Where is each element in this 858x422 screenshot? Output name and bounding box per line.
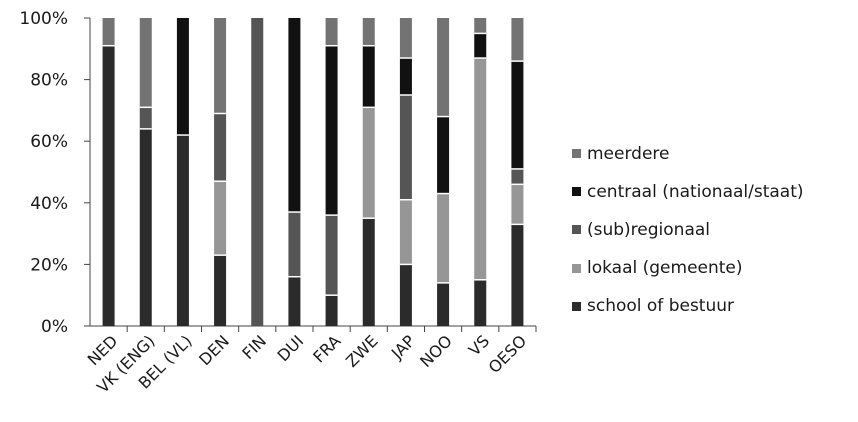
legend-label: centraal (nationaal/staat) xyxy=(587,181,804,202)
legend-item-lokaal: lokaal (gemeente) xyxy=(572,257,804,280)
legend-item-subregionaal: (sub)regionaal xyxy=(572,218,804,241)
bar-segment xyxy=(362,218,375,326)
y-tick-label: 60% xyxy=(30,132,68,152)
y-tick-label: 20% xyxy=(30,255,68,275)
x-tick-label: NOO xyxy=(416,331,456,371)
bar-segment xyxy=(176,135,189,326)
bar-segment xyxy=(399,95,412,200)
bar-segment xyxy=(399,199,412,265)
x-tick-label: VS xyxy=(465,331,493,359)
legend: meerdere centraal (nationaal/staat) (sub… xyxy=(572,142,804,333)
legend-swatch xyxy=(572,225,581,235)
bar-segment xyxy=(399,18,412,59)
x-tick-label: DEN xyxy=(195,331,233,369)
bar-segment xyxy=(437,18,450,117)
y-tick-label: 80% xyxy=(30,71,68,91)
legend-item-centraal: centraal (nationaal/staat) xyxy=(572,180,804,203)
bar-segment xyxy=(139,128,152,326)
bar-segment xyxy=(474,33,487,59)
bar-segment xyxy=(288,212,301,277)
bar-segment xyxy=(362,45,375,108)
bar-segment xyxy=(511,18,524,62)
bar-segment xyxy=(214,113,227,182)
bar-segment xyxy=(511,168,524,185)
bar-segment xyxy=(437,282,450,326)
legend-swatch xyxy=(572,149,581,158)
y-tick-label: 100% xyxy=(19,9,68,29)
bar-segment xyxy=(511,61,524,169)
bar-segment xyxy=(362,107,375,219)
bar-segment xyxy=(102,18,115,46)
bar-segment xyxy=(325,295,338,326)
bar-segment xyxy=(437,193,450,283)
bar-segment xyxy=(325,45,338,216)
legend-item-school: school of bestuur xyxy=(572,295,804,318)
legend-item-meerdere: meerdere xyxy=(572,142,804,165)
bar-segment xyxy=(139,18,152,108)
x-tick-label: FRA xyxy=(309,331,344,366)
bar-segment xyxy=(102,45,115,326)
bar-segment xyxy=(251,18,264,326)
legend-label: lokaal (gemeente) xyxy=(587,258,743,279)
x-tick-label: FIN xyxy=(238,331,270,363)
bar-segment xyxy=(362,18,375,46)
y-tick-label: 40% xyxy=(30,194,68,214)
x-tick-label: ZWE xyxy=(342,331,382,371)
legend-swatch xyxy=(572,187,581,197)
bar-segment xyxy=(474,279,487,326)
legend-label: school of bestuur xyxy=(587,296,735,317)
bar-segment xyxy=(399,264,412,326)
x-tick-label: OESO xyxy=(485,331,531,377)
legend-swatch xyxy=(572,301,581,311)
x-tick-label: JAP xyxy=(387,331,419,363)
bar-segment xyxy=(399,58,412,95)
legend-swatch xyxy=(572,263,581,273)
bar-segment xyxy=(325,18,338,46)
bar-segment xyxy=(437,116,450,194)
x-tick-label: DUI xyxy=(273,331,307,365)
bar-segment xyxy=(214,255,227,326)
bar-segment xyxy=(474,18,487,34)
bar-segment xyxy=(511,184,524,225)
bar-segment xyxy=(511,224,524,326)
bar-segment xyxy=(474,58,487,280)
bar-segment xyxy=(214,181,227,256)
legend-label: (sub)regionaal xyxy=(587,219,711,240)
bar-segment xyxy=(214,18,227,114)
bar-segment xyxy=(139,107,152,129)
legend-label: meerdere xyxy=(587,143,670,164)
bar-segment xyxy=(288,276,301,326)
bar-segment xyxy=(325,215,338,296)
y-tick-label: 0% xyxy=(41,317,68,337)
bar-segment xyxy=(176,18,189,136)
bar-segment xyxy=(288,18,301,213)
